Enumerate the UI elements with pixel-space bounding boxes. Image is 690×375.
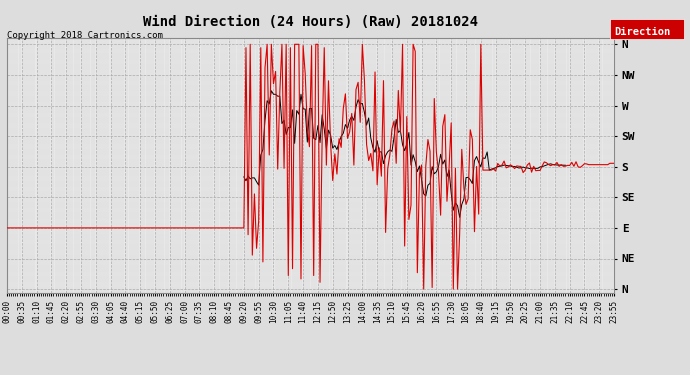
Text: Wind Direction (24 Hours) (Raw) 20181024: Wind Direction (24 Hours) (Raw) 20181024 [143,15,478,29]
Text: Copyright 2018 Cartronics.com: Copyright 2018 Cartronics.com [7,30,163,39]
Text: Direction: Direction [614,27,671,37]
